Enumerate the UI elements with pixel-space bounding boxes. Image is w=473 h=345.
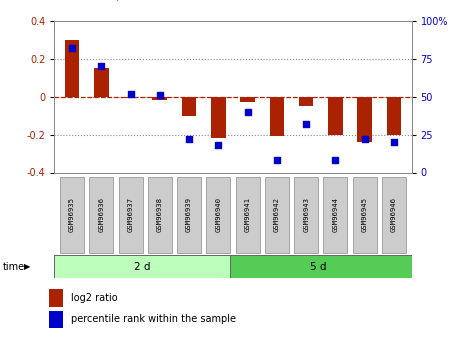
Bar — [152, 97, 167, 100]
Bar — [270, 97, 284, 137]
Bar — [182, 97, 196, 116]
Text: GSM96939: GSM96939 — [186, 197, 192, 232]
FancyBboxPatch shape — [265, 177, 289, 253]
Point — [127, 91, 134, 96]
Text: ▶: ▶ — [24, 262, 30, 271]
FancyBboxPatch shape — [206, 177, 230, 253]
Bar — [386, 97, 401, 135]
Text: GSM96945: GSM96945 — [362, 197, 368, 232]
FancyBboxPatch shape — [324, 177, 347, 253]
Text: GDS2566 / 190: GDS2566 / 190 — [54, 0, 149, 2]
Bar — [49, 289, 63, 306]
Bar — [54, 255, 230, 278]
FancyBboxPatch shape — [177, 177, 201, 253]
Text: 5 d: 5 d — [310, 262, 326, 272]
FancyBboxPatch shape — [382, 177, 406, 253]
Bar — [299, 97, 314, 106]
Text: GSM96936: GSM96936 — [98, 197, 104, 232]
Point — [390, 139, 398, 145]
Point — [215, 142, 222, 148]
Bar — [328, 97, 343, 135]
Bar — [240, 97, 255, 102]
Text: GSM96938: GSM96938 — [157, 197, 163, 232]
Text: GSM96944: GSM96944 — [333, 197, 338, 232]
Text: GSM96940: GSM96940 — [215, 197, 221, 232]
Bar — [94, 68, 108, 97]
Bar — [230, 255, 412, 278]
FancyBboxPatch shape — [119, 177, 142, 253]
Bar — [65, 40, 79, 97]
Bar — [123, 97, 138, 99]
FancyBboxPatch shape — [294, 177, 318, 253]
Point — [302, 121, 310, 127]
Point — [156, 92, 164, 98]
Point — [361, 136, 368, 142]
Text: time: time — [2, 262, 25, 272]
FancyBboxPatch shape — [236, 177, 260, 253]
Text: GSM96937: GSM96937 — [128, 197, 133, 232]
Point — [97, 63, 105, 69]
Text: GSM96942: GSM96942 — [274, 197, 280, 232]
Text: GSM96946: GSM96946 — [391, 197, 397, 232]
Point — [68, 45, 76, 51]
Text: 2 d: 2 d — [134, 262, 150, 272]
Text: GSM96935: GSM96935 — [69, 197, 75, 232]
Point — [332, 158, 339, 163]
Point — [185, 136, 193, 142]
Point — [244, 109, 251, 115]
Text: GSM96943: GSM96943 — [303, 197, 309, 232]
Text: GSM96941: GSM96941 — [245, 197, 251, 232]
Bar — [49, 310, 63, 328]
FancyBboxPatch shape — [353, 177, 377, 253]
FancyBboxPatch shape — [60, 177, 84, 253]
Bar — [358, 97, 372, 142]
Text: log2 ratio: log2 ratio — [70, 293, 117, 303]
Point — [273, 158, 280, 163]
FancyBboxPatch shape — [148, 177, 172, 253]
Text: percentile rank within the sample: percentile rank within the sample — [70, 314, 236, 324]
Bar — [211, 97, 226, 138]
FancyBboxPatch shape — [89, 177, 113, 253]
